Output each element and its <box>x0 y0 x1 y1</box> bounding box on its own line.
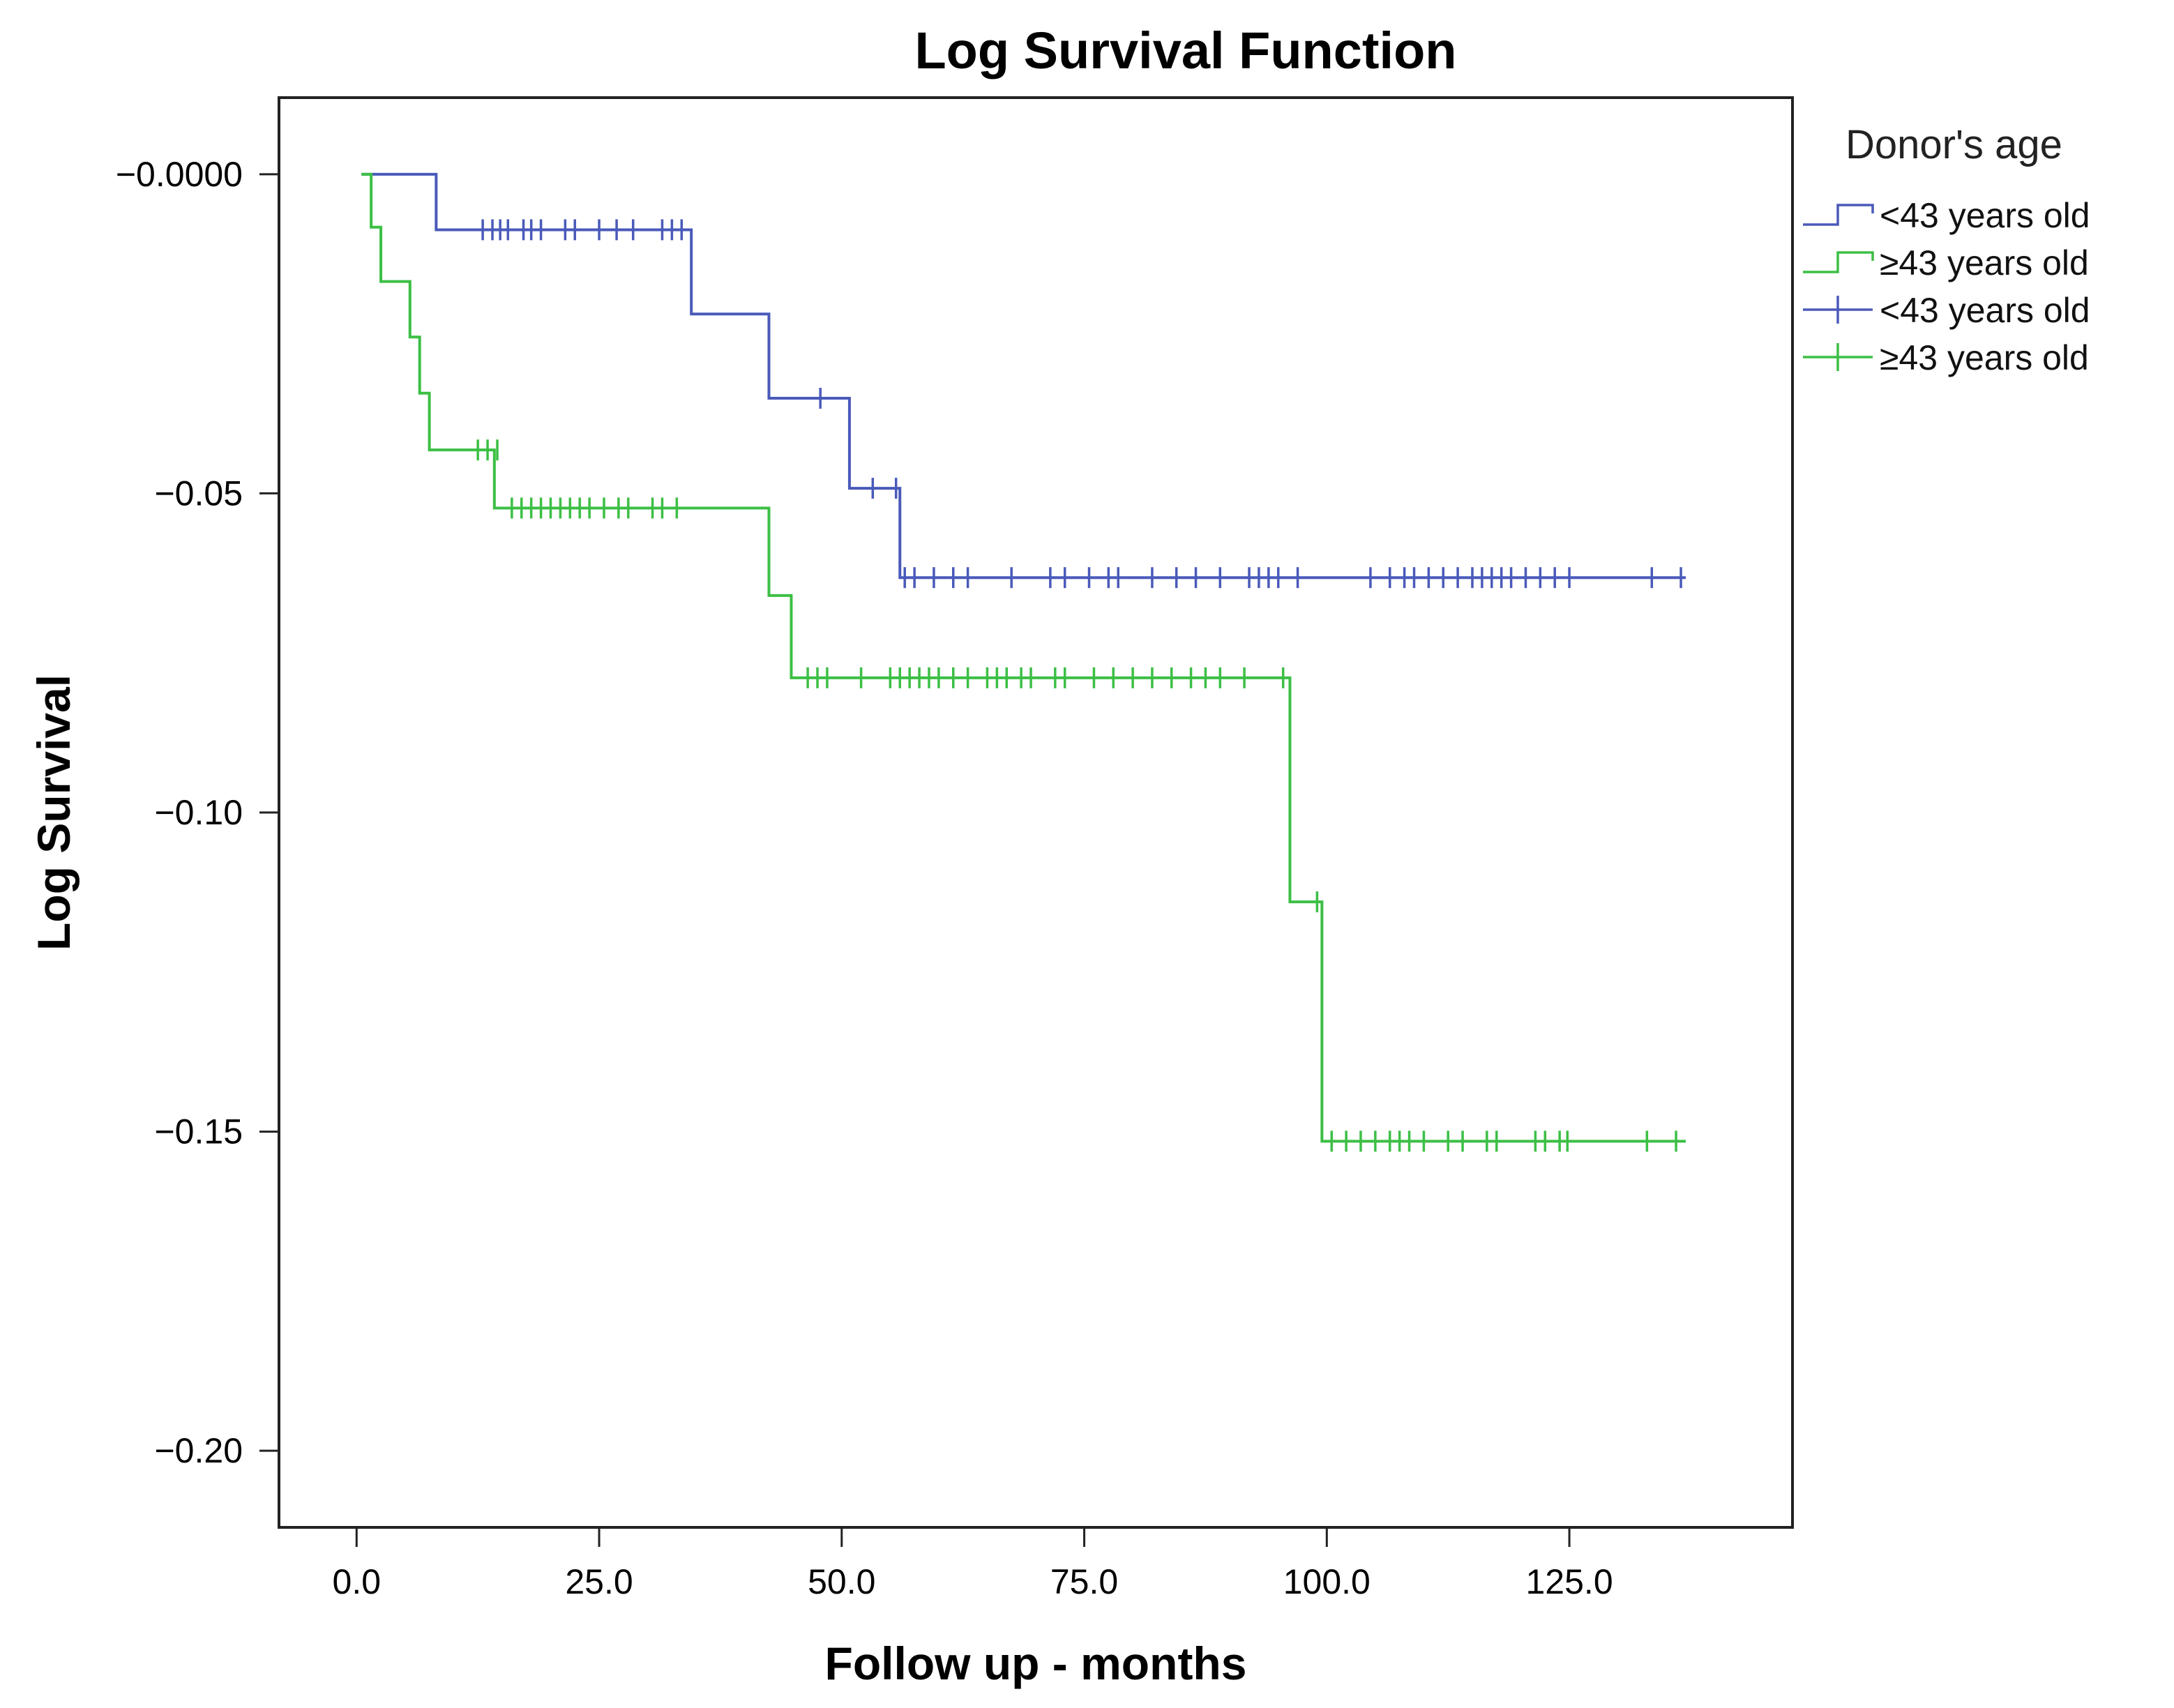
legend-label: <43 years old <box>1880 291 2090 330</box>
legend-line-swatch <box>1803 251 1874 273</box>
x-tick-label: 25.0 <box>565 1562 633 1601</box>
legend-entry: <43 years old <box>1803 196 2090 235</box>
y-tick-label: −0.10 <box>154 793 243 832</box>
legend-label: ≥43 years old <box>1880 338 2089 377</box>
legend-label: <43 years old <box>1880 196 2090 235</box>
x-tick-label: 50.0 <box>808 1562 875 1601</box>
series-1 <box>361 172 1686 1152</box>
x-axis-title: Follow up - months <box>825 1638 1247 1689</box>
legend-label: ≥43 years old <box>1880 243 2089 282</box>
series-0 <box>361 172 1686 589</box>
x-axis: 0.0 25.0 50.0 75.0 100.0 125.0 <box>333 1527 1613 1601</box>
y-tick-label: −0.15 <box>154 1112 243 1151</box>
x-tick-label: 0.0 <box>333 1562 382 1601</box>
y-axis: −0.0000 −0.05 −0.10 −0.15 −0.20 <box>116 155 279 1470</box>
x-tick-label: 100.0 <box>1283 1562 1371 1601</box>
y-axis-title: Log Survival <box>28 674 80 951</box>
legend-entry: <43 years old <box>1803 291 2090 330</box>
legend-entries: <43 years old ≥43 years old <43 years old ≥… <box>1803 196 2090 377</box>
x-tick-label: 125.0 <box>1526 1562 1613 1601</box>
legend-title: Donor's age <box>1845 122 2062 167</box>
legend: Donor's age <43 years old≥43 years old<4… <box>1803 122 2090 377</box>
chart-title: Log Survival Function <box>914 22 1456 80</box>
y-tick-label: −0.05 <box>154 474 243 513</box>
series-layer <box>361 172 1686 1152</box>
y-tick-label: −0.20 <box>154 1431 243 1470</box>
y-tick-label: −0.0000 <box>116 155 243 194</box>
x-tick-label: 75.0 <box>1050 1562 1118 1601</box>
legend-line-swatch <box>1803 204 1874 226</box>
legend-entry: ≥43 years old <box>1803 338 2089 377</box>
legend-entry: ≥43 years old <box>1803 243 2089 282</box>
survival-step-line <box>361 172 1686 580</box>
survival-step-line <box>361 172 1686 1143</box>
